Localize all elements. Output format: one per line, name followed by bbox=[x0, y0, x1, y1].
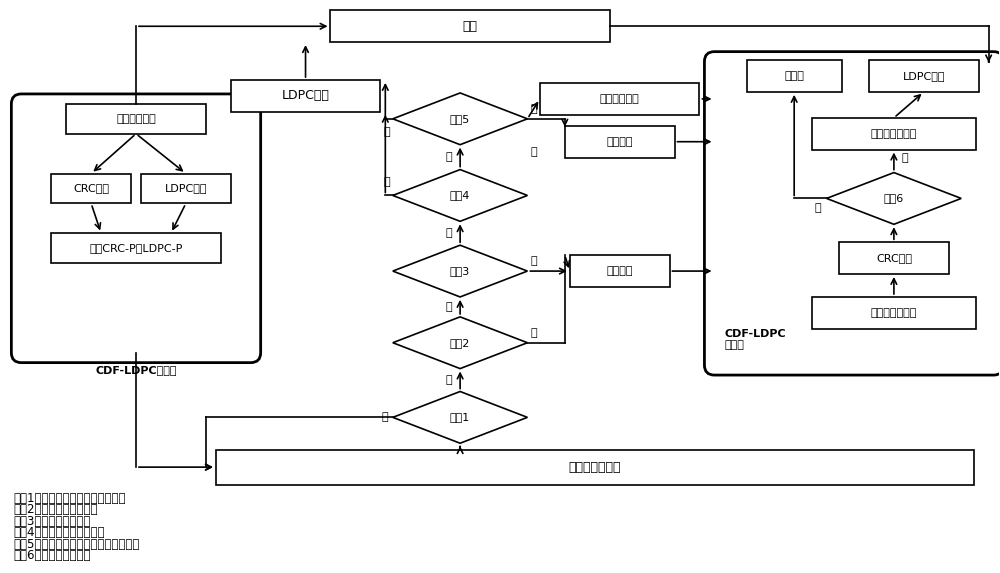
FancyBboxPatch shape bbox=[570, 255, 670, 287]
Text: 条件3: 条件3 bbox=[450, 266, 470, 276]
Text: 是: 是 bbox=[446, 228, 452, 238]
Text: 是: 是 bbox=[446, 302, 452, 312]
Text: 软判决电压感知: 软判决电压感知 bbox=[871, 129, 917, 139]
Polygon shape bbox=[393, 317, 527, 368]
Text: 条件4: 条件4 bbox=[450, 190, 470, 201]
FancyBboxPatch shape bbox=[141, 174, 231, 203]
Text: CRC译码: CRC译码 bbox=[876, 253, 912, 263]
Text: 否: 否 bbox=[446, 375, 452, 385]
Text: 条件5：固态盘内部平行属性是否可用？: 条件5：固态盘内部平行属性是否可用？ bbox=[13, 538, 140, 551]
Text: 否: 否 bbox=[530, 328, 537, 337]
Text: LDPC译码: LDPC译码 bbox=[282, 89, 329, 103]
Text: 提前执行: 提前执行 bbox=[606, 137, 633, 147]
FancyBboxPatch shape bbox=[839, 242, 949, 274]
Text: LDPC编码: LDPC编码 bbox=[165, 183, 207, 194]
Text: 无译码: 无译码 bbox=[784, 71, 804, 81]
Text: 是: 是 bbox=[383, 178, 390, 187]
FancyBboxPatch shape bbox=[231, 80, 380, 112]
FancyBboxPatch shape bbox=[51, 233, 221, 263]
Text: 否: 否 bbox=[902, 152, 909, 163]
Polygon shape bbox=[393, 93, 527, 145]
Text: 条件6：该页是否无错？: 条件6：该页是否无错？ bbox=[13, 549, 91, 562]
Text: 条件2: 条件2 bbox=[450, 337, 470, 348]
Text: 条件2：固态盘是否空闲？: 条件2：固态盘是否空闲？ bbox=[13, 504, 98, 516]
Text: 否: 否 bbox=[383, 127, 390, 137]
Text: CDF-LDPC编码器: CDF-LDPC编码器 bbox=[95, 364, 177, 375]
Text: 主机: 主机 bbox=[463, 19, 478, 33]
FancyBboxPatch shape bbox=[812, 297, 976, 329]
FancyBboxPatch shape bbox=[51, 174, 131, 203]
Text: 硬判决电压感知: 硬判决电压感知 bbox=[871, 308, 917, 318]
Text: 否: 否 bbox=[530, 256, 537, 266]
FancyBboxPatch shape bbox=[747, 60, 842, 92]
FancyBboxPatch shape bbox=[330, 10, 610, 42]
Text: CRC编码: CRC编码 bbox=[73, 183, 109, 194]
Polygon shape bbox=[393, 170, 527, 221]
Text: 是: 是 bbox=[381, 413, 388, 422]
Text: 条件5: 条件5 bbox=[450, 114, 470, 124]
Text: 条件3：该块是否写满？: 条件3：该块是否写满？ bbox=[13, 515, 91, 528]
Text: 提前并行执行: 提前并行执行 bbox=[600, 94, 640, 104]
Text: 条件6: 条件6 bbox=[884, 194, 904, 203]
FancyBboxPatch shape bbox=[540, 83, 699, 115]
FancyBboxPatch shape bbox=[565, 126, 675, 158]
FancyBboxPatch shape bbox=[216, 450, 974, 485]
Text: 条件1：错误页概率是否大于阈值？: 条件1：错误页概率是否大于阈值？ bbox=[13, 492, 126, 505]
Text: LDPC译码: LDPC译码 bbox=[903, 71, 945, 81]
FancyBboxPatch shape bbox=[66, 104, 206, 134]
FancyBboxPatch shape bbox=[869, 60, 979, 92]
FancyBboxPatch shape bbox=[11, 94, 261, 363]
Text: 是: 是 bbox=[530, 104, 537, 114]
Polygon shape bbox=[393, 245, 527, 297]
Text: 是: 是 bbox=[815, 203, 822, 213]
Text: 固态盘存储单元: 固态盘存储单元 bbox=[568, 461, 621, 474]
FancyBboxPatch shape bbox=[812, 118, 976, 150]
Text: 立即执行: 立即执行 bbox=[606, 266, 633, 276]
Text: 条件1: 条件1 bbox=[450, 413, 470, 422]
Polygon shape bbox=[827, 172, 961, 224]
FancyBboxPatch shape bbox=[704, 52, 1000, 375]
Text: 产生CRC-P和LDPC-P: 产生CRC-P和LDPC-P bbox=[89, 243, 183, 253]
Text: CDF-LDPC
译码器: CDF-LDPC 译码器 bbox=[724, 328, 786, 350]
Text: 否: 否 bbox=[446, 152, 452, 162]
Polygon shape bbox=[393, 391, 527, 444]
Text: 一页原始数据: 一页原始数据 bbox=[116, 114, 156, 124]
Text: 条件4：该块是否被检测过？: 条件4：该块是否被检测过？ bbox=[13, 527, 105, 539]
Text: 否: 否 bbox=[530, 147, 537, 156]
